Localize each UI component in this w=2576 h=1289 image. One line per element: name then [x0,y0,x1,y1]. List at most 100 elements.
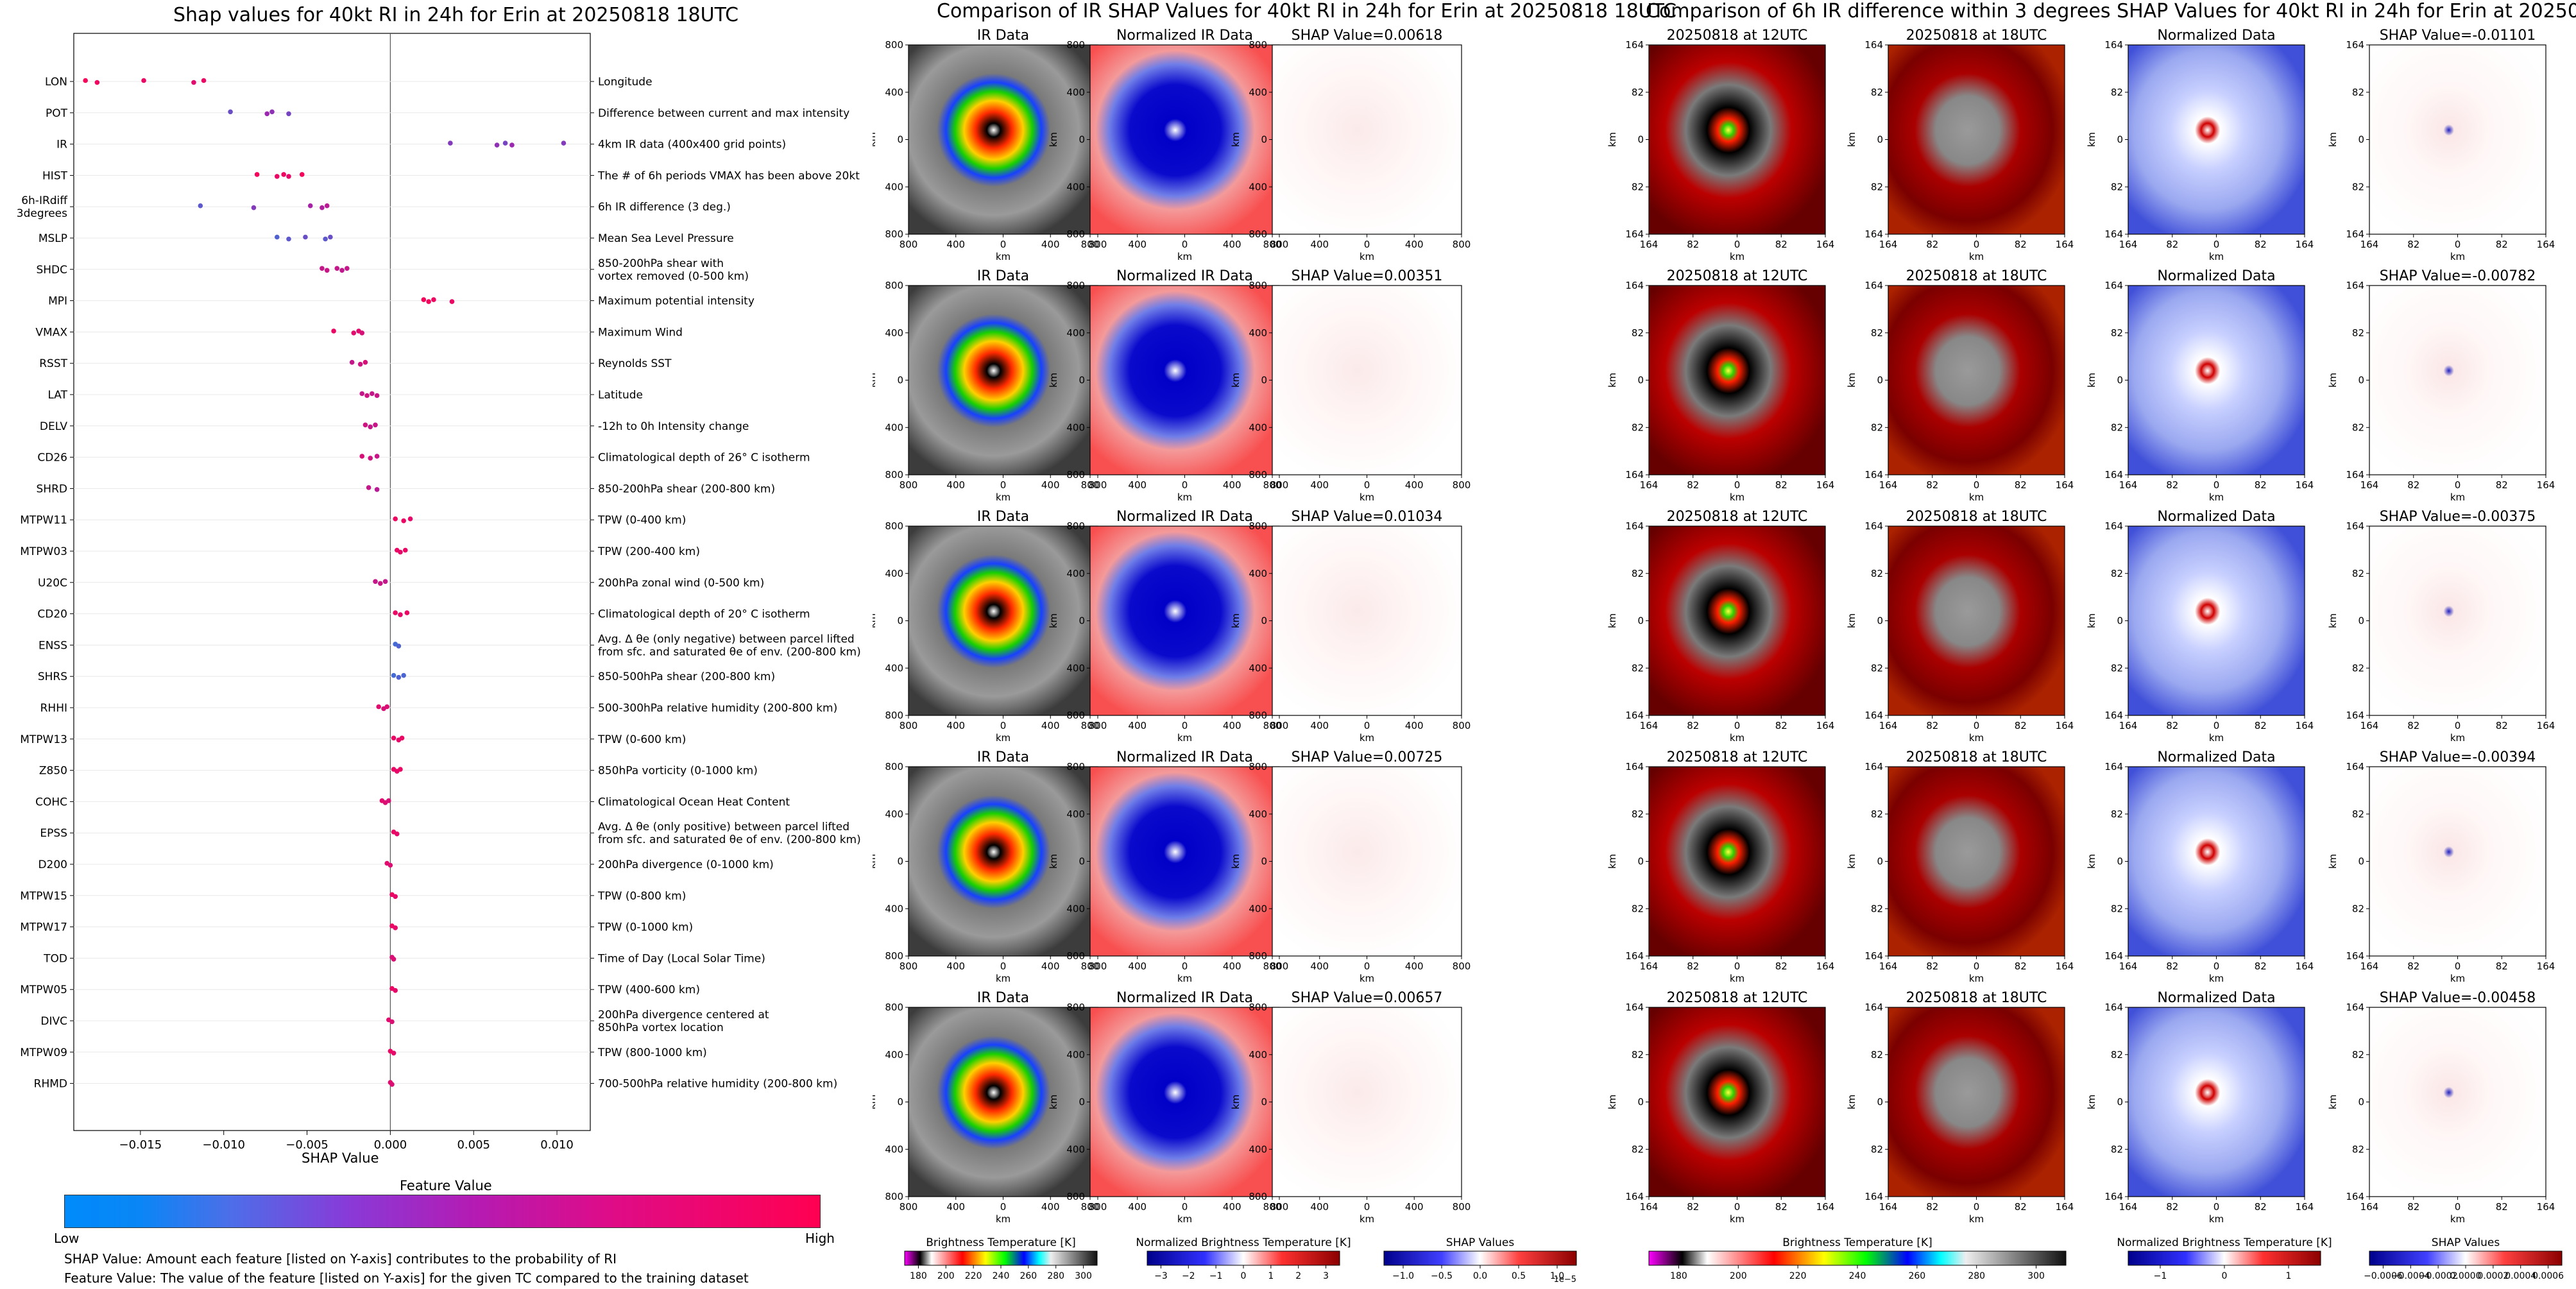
feature-desc-label: 850hPa vortex location [598,1021,724,1034]
shap-point [251,205,257,210]
x-tick-label: 82 [2255,960,2267,972]
x-tick-label: 400 [1310,960,1329,972]
y-tick-label: 164 [1625,710,1644,721]
x-axis-label: km [1177,973,1192,984]
feature-row: HIST The # of 6h periods VMAX has been ab… [42,169,860,182]
x-tick-label: 164 [2056,1201,2074,1213]
shap-point [393,925,398,930]
x-tick-label: 800 [1270,479,1289,491]
normalized-ir-image [1090,45,1279,234]
shap-point [401,672,406,678]
shap-point [398,549,403,555]
x-tick-label: 0 [1734,720,1741,731]
y-tick-label: 400 [1066,568,1085,579]
feature-name-label: VMAX [35,326,67,339]
x-tick-label: 0 [2455,960,2461,972]
y-tick-label: 0 [1079,856,1085,867]
x-tick-label: 82 [2407,720,2419,731]
diff-normalized-title: Normalized Data [2157,509,2275,525]
y-tick-label: 82 [2352,422,2364,433]
y-tick-label: 82 [2111,181,2123,192]
feature-desc-label: 6h IR difference (3 deg.) [598,201,731,214]
feature-name-label: MTPW15 [20,890,67,903]
x-tick-label: 164 [1640,1201,1659,1213]
y-tick-label: 82 [1632,327,1644,339]
shap-point [359,454,365,459]
x-tick-label: 82 [2015,720,2027,731]
x-axis-label: km [996,732,1011,744]
y-tick-label: 0 [2117,856,2123,867]
y-tick-label: 0 [1261,134,1267,146]
ir-bt-colorbar: Brightness Temperature [K] 180 200 220 240 26… [904,1236,1098,1281]
x-axis-label: km [1177,1213,1192,1225]
diff-normalized-image [2128,286,2305,475]
ir-shap-colorbar: SHAP Values −1.0 −0.5 0.0 0.5 1.0 [1383,1236,1577,1281]
y-tick-label: 400 [1249,1143,1267,1155]
diff-normalized-image [2128,767,2305,956]
normalized-ir-image [1090,526,1279,715]
x-axis-label: km [1360,732,1374,744]
feature-row: MTPW11 TPW (0-400 km) [20,514,686,527]
ir-shap-title: SHAP Value=0.01034 [1292,509,1443,525]
x-tick-label: 400 [946,479,965,491]
y-tick-label: 82 [1632,1143,1644,1155]
y-axis-label: km [2086,373,2097,388]
y-axis-label: km [1230,373,1241,388]
ir-shap-image [1272,767,1462,956]
feature-name-label: POT [46,107,68,120]
diff-shap-image [2369,45,2546,234]
x-tick-label: 164 [2119,960,2138,972]
feature-desc-label: 850-200hPa shear (200-800 km) [598,482,775,495]
y-axis-label: km [873,613,878,628]
x-axis-label: km [1360,251,1374,262]
x-tick-label: 800 [1081,720,1100,731]
x-tick-label: 82 [2015,239,2027,250]
x-tick-label: 0.005 [457,1138,490,1152]
diff-shap-title: SHAP Value=-0.01101 [2380,28,2536,44]
shap-point [389,1019,395,1025]
x-tick-label: 800 [1270,239,1289,250]
x-tick-label: 0 [1734,239,1741,250]
shap-point [399,735,405,741]
diff-row: 20250818 at 12UTC1641648282008282164164k… [1607,509,2555,744]
y-tick-label: 164 [1625,280,1644,291]
x-tick-label: 164 [1640,239,1659,250]
diff-norm-colorbar: Normalized Brightness Temperature [K] −1 0… [2117,1236,2332,1281]
y-tick-label: 800 [1249,280,1267,291]
x-tick-label: 82 [1775,960,1787,972]
y-tick-label: 82 [2352,903,2364,914]
y-tick-label: 82 [1871,422,1883,433]
y-tick-label: 0 [2358,134,2364,146]
x-tick-label: 400 [1405,960,1424,972]
diff-12utc-image [1649,45,1825,234]
x-tick-label: 0 [1734,960,1741,972]
x-tick-label: 400 [946,239,965,250]
colorbar-tick-label: 0 [1241,1271,1247,1281]
x-tick-label: 164 [2296,239,2314,250]
colorbar-label: Normalized Brightness Temperature [K] [1136,1236,1351,1249]
x-tick-label: 800 [1263,1201,1282,1213]
feature-desc-label: TPW (400-600 km) [597,984,700,996]
x-tick-label: 0 [2213,960,2220,972]
feature-row: MTPW15 TPW (0-800 km) [20,890,686,903]
x-tick-label: 400 [1405,1201,1424,1213]
x-tick-label: 0 [1364,720,1370,731]
shap-point [373,422,378,428]
diff-normalized-image [2128,1007,2305,1197]
x-tick-label: 164 [2360,720,2379,731]
feature-desc-label: Avg. Δ θe (only positive) between parcel… [598,821,849,833]
diff-12utc-title: 20250818 at 12UTC [1667,268,1808,284]
feature-name-label: RHHI [40,702,67,715]
shap-point [494,142,500,148]
y-tick-label: 164 [1625,228,1644,240]
feature-row: MSLP Mean Sea Level Pressure [38,232,734,245]
feature-row: Z850 850hPa vorticity (0-1000 km) [39,765,758,778]
y-axis-label: km [1846,373,1857,388]
shap-point [303,234,308,240]
